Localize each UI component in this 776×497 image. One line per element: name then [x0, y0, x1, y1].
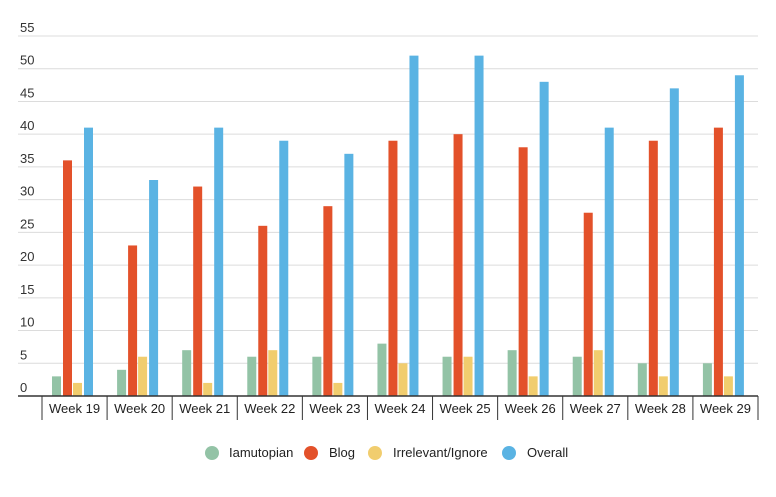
- bars: [52, 55, 744, 397]
- y-axis-ticks: 0 5 10 15 20 25 30 35 40 45 50 55: [20, 20, 34, 395]
- y-tick-label: 5: [20, 347, 27, 362]
- y-tick-label: 45: [20, 85, 34, 100]
- bar-iamutopian-week-25: [442, 356, 452, 396]
- y-tick-label: 30: [20, 184, 34, 199]
- bar-overall-week-27: [604, 127, 614, 397]
- bar-iamutopian-week-24: [377, 343, 387, 396]
- bar-irrelevant-ignore-week-29: [723, 376, 733, 396]
- legend-item-iamutopian: Iamutopian: [205, 445, 293, 460]
- legend-label: Blog: [329, 445, 355, 460]
- x-tick-label: Week 19: [49, 401, 100, 416]
- bar-irrelevant-ignore-week-19: [73, 382, 82, 396]
- bar-blog-week-21: [193, 186, 203, 396]
- bar-overall-week-25: [474, 55, 484, 397]
- gridlines: [18, 35, 758, 364]
- x-tick-label: Week 28: [635, 401, 686, 416]
- legend-swatch: [304, 446, 318, 460]
- bar-overall-week-20: [149, 180, 159, 396]
- x-axis: [18, 395, 759, 420]
- y-tick-label: 25: [20, 216, 34, 231]
- y-tick-label: 50: [20, 53, 34, 68]
- bar-overall-week-21: [214, 127, 224, 397]
- y-tick-label: 55: [20, 20, 34, 35]
- bar-overall-week-23: [344, 153, 354, 396]
- bar-overall-week-29: [734, 75, 744, 396]
- bar-irrelevant-ignore-week-26: [528, 376, 538, 396]
- bar-irrelevant-ignore-week-20: [138, 356, 148, 396]
- bar-blog-week-28: [648, 140, 658, 396]
- bar-blog-week-29: [713, 127, 723, 397]
- bar-irrelevant-ignore-week-23: [333, 382, 343, 396]
- legend-item-blog: Blog: [304, 445, 355, 460]
- x-tick-label: Week 20: [114, 401, 165, 416]
- legend-swatch: [502, 446, 516, 460]
- bar-irrelevant-ignore-week-27: [593, 350, 603, 396]
- x-tick-label: Week 22: [244, 401, 295, 416]
- legend-label: Overall: [527, 445, 568, 460]
- bar-blog-week-22: [258, 225, 268, 396]
- x-tick-label: Week 29: [700, 401, 751, 416]
- y-tick-label: 40: [20, 118, 34, 133]
- bar-iamutopian-week-23: [312, 356, 322, 396]
- legend: Iamutopian Blog Irrelevant/Ignore Overall: [205, 445, 568, 460]
- bar-blog-week-23: [323, 206, 333, 396]
- bar-iamutopian-week-28: [637, 363, 647, 396]
- bar-blog-week-25: [453, 134, 463, 396]
- x-tick-label: Week 25: [440, 401, 491, 416]
- bar-iamutopian-week-22: [247, 356, 257, 396]
- x-tick-label: Week 26: [505, 401, 556, 416]
- bar-iamutopian-week-20: [117, 369, 127, 396]
- bar-irrelevant-ignore-week-28: [658, 376, 668, 396]
- legend-label: Irrelevant/Ignore: [393, 445, 488, 460]
- bar-iamutopian-week-21: [182, 350, 192, 396]
- x-tick-label: Week 27: [570, 401, 621, 416]
- bar-irrelevant-ignore-week-25: [463, 356, 473, 396]
- x-tick-label: Week 24: [374, 401, 425, 416]
- bar-overall-week-19: [84, 127, 93, 397]
- bar-blog-week-26: [518, 147, 528, 396]
- bar-irrelevant-ignore-week-22: [268, 350, 278, 396]
- bar-overall-week-24: [409, 55, 419, 397]
- y-tick-label: 35: [20, 151, 34, 166]
- bar-overall-week-22: [279, 140, 289, 396]
- y-tick-label: 15: [20, 282, 34, 297]
- legend-swatch: [368, 446, 382, 460]
- y-tick-label: 20: [20, 249, 34, 264]
- bar-irrelevant-ignore-week-24: [398, 363, 408, 396]
- legend-item-irrelevant-ignore: Irrelevant/Ignore: [368, 445, 488, 460]
- y-tick-label: 10: [20, 315, 34, 330]
- bar-overall-week-28: [669, 88, 679, 396]
- bar-iamutopian-week-26: [507, 350, 517, 396]
- bar-blog-week-24: [388, 140, 398, 396]
- legend-item-overall: Overall: [502, 445, 568, 460]
- x-tick-label: Week 21: [179, 401, 230, 416]
- bar-iamutopian-week-19: [52, 376, 61, 396]
- bar-overall-week-26: [539, 81, 549, 397]
- x-tick-label: Week 23: [309, 401, 360, 416]
- bar-iamutopian-week-27: [572, 356, 582, 396]
- bar-iamutopian-week-29: [702, 363, 712, 396]
- bar-blog-week-27: [583, 212, 593, 396]
- y-tick-label: 0: [20, 380, 27, 395]
- x-axis-ticks: Week 19 Week 20 Week 21 Week 22 Week 23 Week …: [49, 401, 751, 416]
- bar-blog-week-20: [128, 245, 138, 396]
- legend-label: Iamutopian: [229, 445, 293, 460]
- bar-irrelevant-ignore-week-21: [203, 382, 213, 396]
- bar-blog-week-19: [63, 160, 72, 396]
- legend-swatch: [205, 446, 219, 460]
